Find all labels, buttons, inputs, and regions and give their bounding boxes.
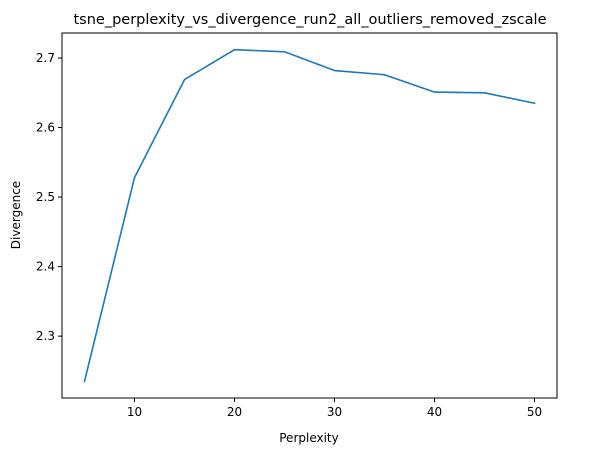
y-axis: 2.3 2.4 2.5 2.6 2.7 [36, 51, 62, 343]
x-tick-label: 10 [127, 405, 142, 419]
y-tick-label: 2.4 [36, 260, 55, 274]
y-axis-label: Divergence [9, 181, 23, 249]
x-axis: 10 20 30 40 50 [127, 398, 542, 419]
x-tick-label: 30 [327, 405, 342, 419]
plot-area: 10 20 30 40 50 2.3 2.4 2.5 2.6 2.7 [36, 32, 558, 419]
x-tick-label: 20 [227, 405, 242, 419]
y-tick-label: 2.3 [36, 329, 55, 343]
y-tick-label: 2.6 [36, 121, 55, 135]
axes-frame [61, 32, 558, 399]
series-line [83, 48, 536, 383]
x-tick-label: 50 [527, 405, 542, 419]
chart-title: tsne_perplexity_vs_divergence_run2_all_o… [74, 12, 547, 28]
x-tick-label: 40 [427, 405, 442, 419]
x-axis-label: Perplexity [279, 431, 339, 445]
y-tick-label: 2.5 [36, 190, 55, 204]
y-tick-label: 2.7 [36, 51, 55, 65]
